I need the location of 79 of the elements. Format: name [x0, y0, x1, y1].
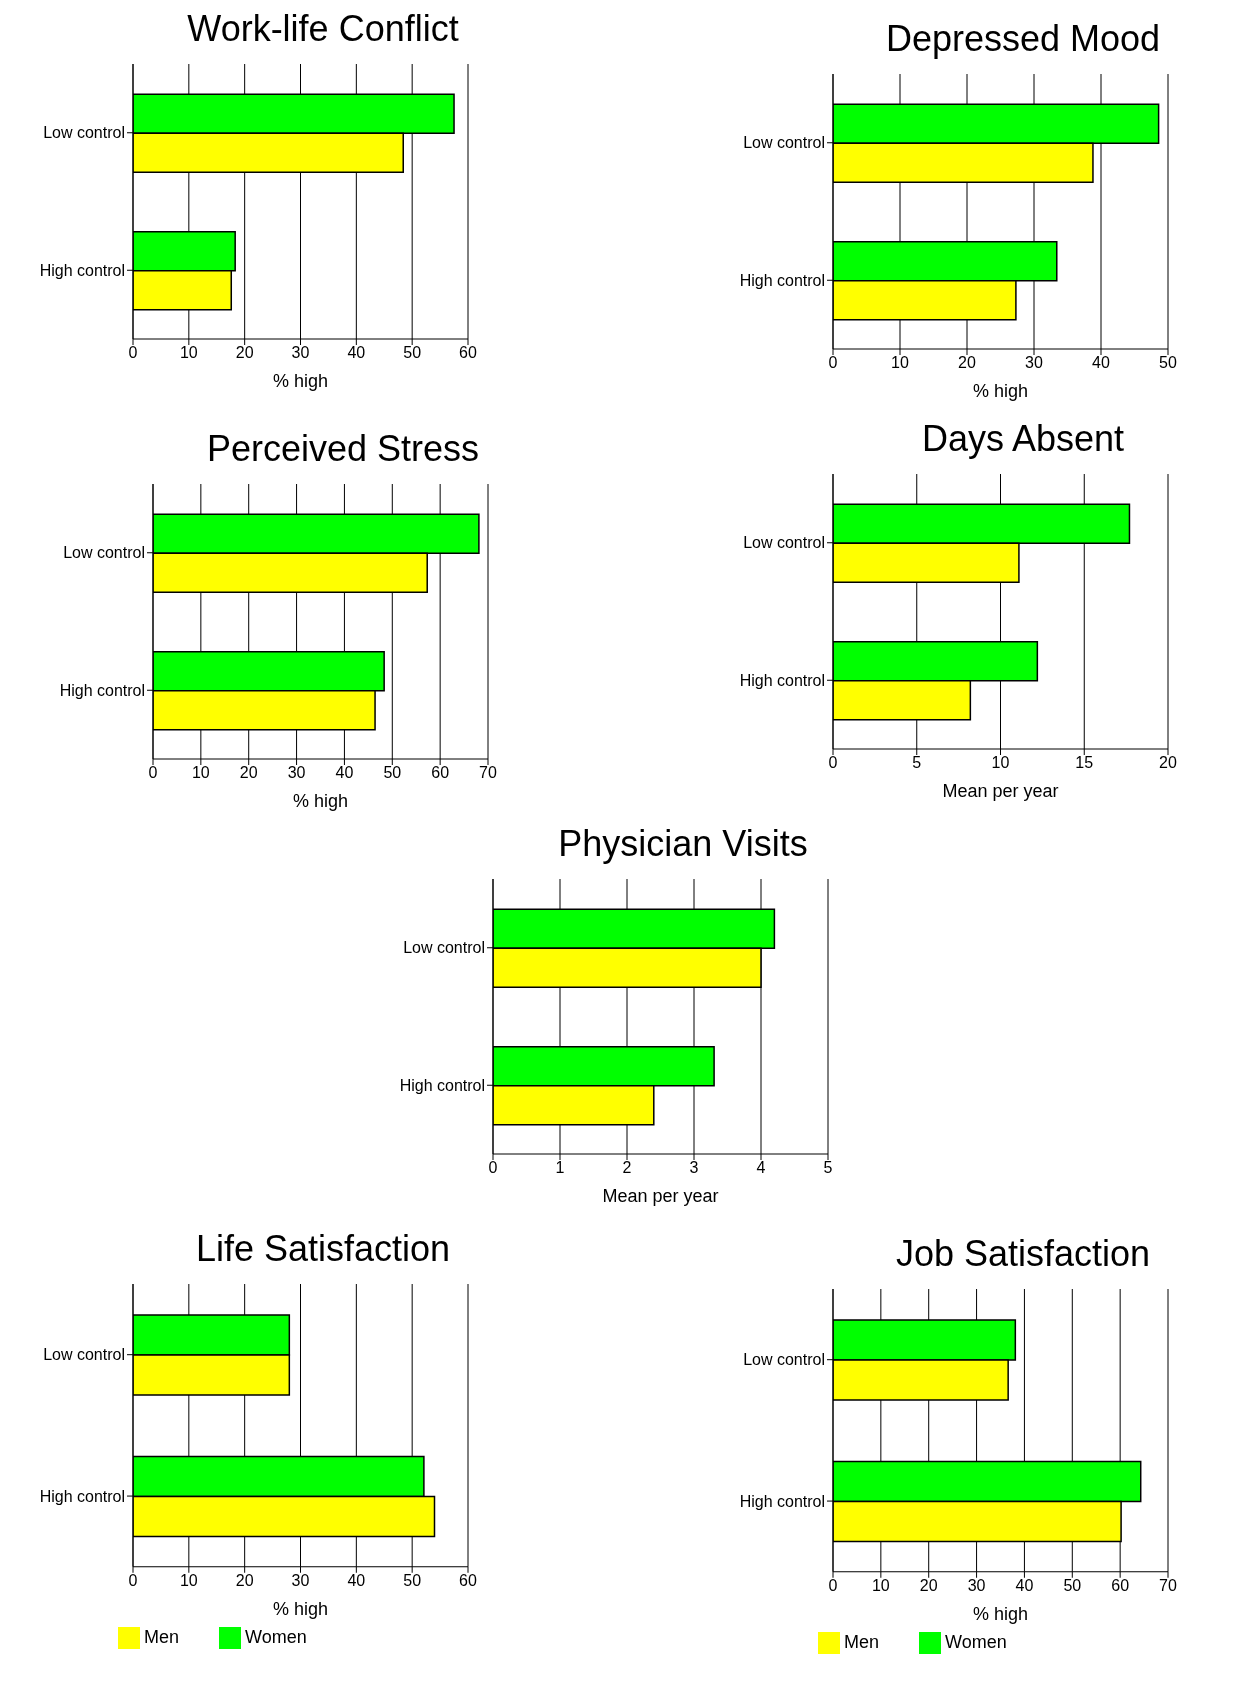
x-tick-label: 60: [459, 1572, 477, 1590]
y-tick-label: High control: [739, 671, 825, 689]
y-tick-label: High control: [39, 261, 125, 279]
x-tick-label: 4: [756, 1159, 766, 1177]
chart-title: Depressed Mood: [884, 18, 1162, 61]
x-tick-label: 50: [403, 344, 422, 362]
x-tick-label: 10: [871, 1577, 890, 1595]
x-tick-label: 10: [179, 1572, 198, 1590]
x-axis-title: % high: [972, 381, 1029, 401]
x-axis-title: % high: [972, 1603, 1029, 1624]
chart-title: Life Satisfaction: [194, 1228, 452, 1271]
chart-title: Job Satisfaction: [894, 1233, 1152, 1276]
x-tick-label: 60: [1111, 1577, 1130, 1595]
x-tick-label: 40: [1015, 1577, 1034, 1595]
x-tick-label: 10: [991, 754, 1010, 772]
legend-label: Women: [245, 1626, 307, 1647]
x-tick-label: 20: [958, 354, 976, 372]
y-tick-label: Low control: [403, 939, 485, 957]
legend-label: Women: [945, 1631, 1007, 1652]
x-tick-label: 15: [1075, 754, 1094, 772]
chart-title: Perceived Stress: [205, 428, 481, 471]
x-tick-label: 50: [1063, 1577, 1082, 1595]
x-tick-label: 5: [912, 754, 922, 772]
x-tick-label: 40: [347, 344, 366, 362]
x-tick-label: 50: [1159, 354, 1177, 372]
x-tick-label: 70: [1159, 1577, 1177, 1595]
x-tick-label: 30: [291, 1572, 310, 1590]
x-tick-label: 10: [179, 344, 198, 362]
x-tick-label: 1: [555, 1159, 565, 1177]
x-tick-label: 0: [828, 1577, 838, 1595]
y-tick-label: High control: [739, 1492, 825, 1510]
x-tick-label: 50: [383, 764, 402, 782]
y-tick-label: High control: [739, 271, 825, 289]
y-tick-label: Low control: [743, 1351, 825, 1369]
y-tick-label: Low control: [43, 1346, 125, 1364]
x-tick-label: 5: [823, 1159, 833, 1177]
x-tick-label: 30: [967, 1577, 986, 1595]
x-tick-label: 0: [828, 354, 838, 372]
x-tick-label: 0: [148, 764, 158, 782]
y-tick-label: Low control: [743, 134, 825, 152]
x-tick-label: 10: [191, 764, 210, 782]
x-tick-label: 30: [1025, 354, 1043, 372]
x-tick-label: 60: [431, 764, 450, 782]
x-tick-label: 10: [891, 354, 909, 372]
x-axis-title: Mean per year: [602, 1186, 719, 1206]
y-tick-label: High control: [399, 1076, 485, 1094]
x-tick-label: 30: [291, 344, 310, 362]
x-tick-label: 20: [1159, 754, 1177, 772]
x-tick-label: 50: [403, 1572, 422, 1590]
y-tick-label: Low control: [43, 124, 125, 142]
y-tick-label: High control: [59, 681, 145, 699]
x-axis-title: Mean per year: [942, 781, 1059, 801]
x-tick-label: 20: [235, 344, 254, 362]
x-tick-label: 3: [689, 1159, 699, 1177]
x-tick-label: 60: [459, 344, 477, 362]
x-axis-title: % high: [292, 791, 349, 811]
chart-title: Work-life Conflict: [186, 8, 460, 51]
x-tick-label: 40: [335, 764, 354, 782]
x-tick-label: 20: [919, 1577, 938, 1595]
x-tick-label: 0: [128, 344, 138, 362]
y-tick-label: Low control: [743, 534, 825, 552]
chart-title: Days Absent: [920, 418, 1126, 461]
x-tick-label: 40: [1092, 354, 1110, 372]
x-tick-label: 2: [622, 1159, 632, 1177]
x-tick-label: 70: [479, 764, 497, 782]
y-tick-label: Low control: [63, 544, 145, 562]
x-axis-title: % high: [272, 1598, 329, 1619]
x-axis-title: % high: [272, 371, 329, 391]
x-tick-label: 20: [239, 764, 258, 782]
chart-title: Physician Visits: [557, 823, 809, 866]
x-tick-label: 0: [828, 754, 838, 772]
x-tick-label: 0: [128, 1572, 138, 1590]
x-tick-label: 30: [287, 764, 306, 782]
x-tick-label: 40: [347, 1572, 366, 1590]
legend-label: Men: [144, 1626, 180, 1647]
legend-label: Men: [844, 1631, 880, 1652]
x-tick-label: 20: [235, 1572, 254, 1590]
x-tick-label: 0: [488, 1159, 498, 1177]
y-tick-label: High control: [39, 1487, 125, 1505]
